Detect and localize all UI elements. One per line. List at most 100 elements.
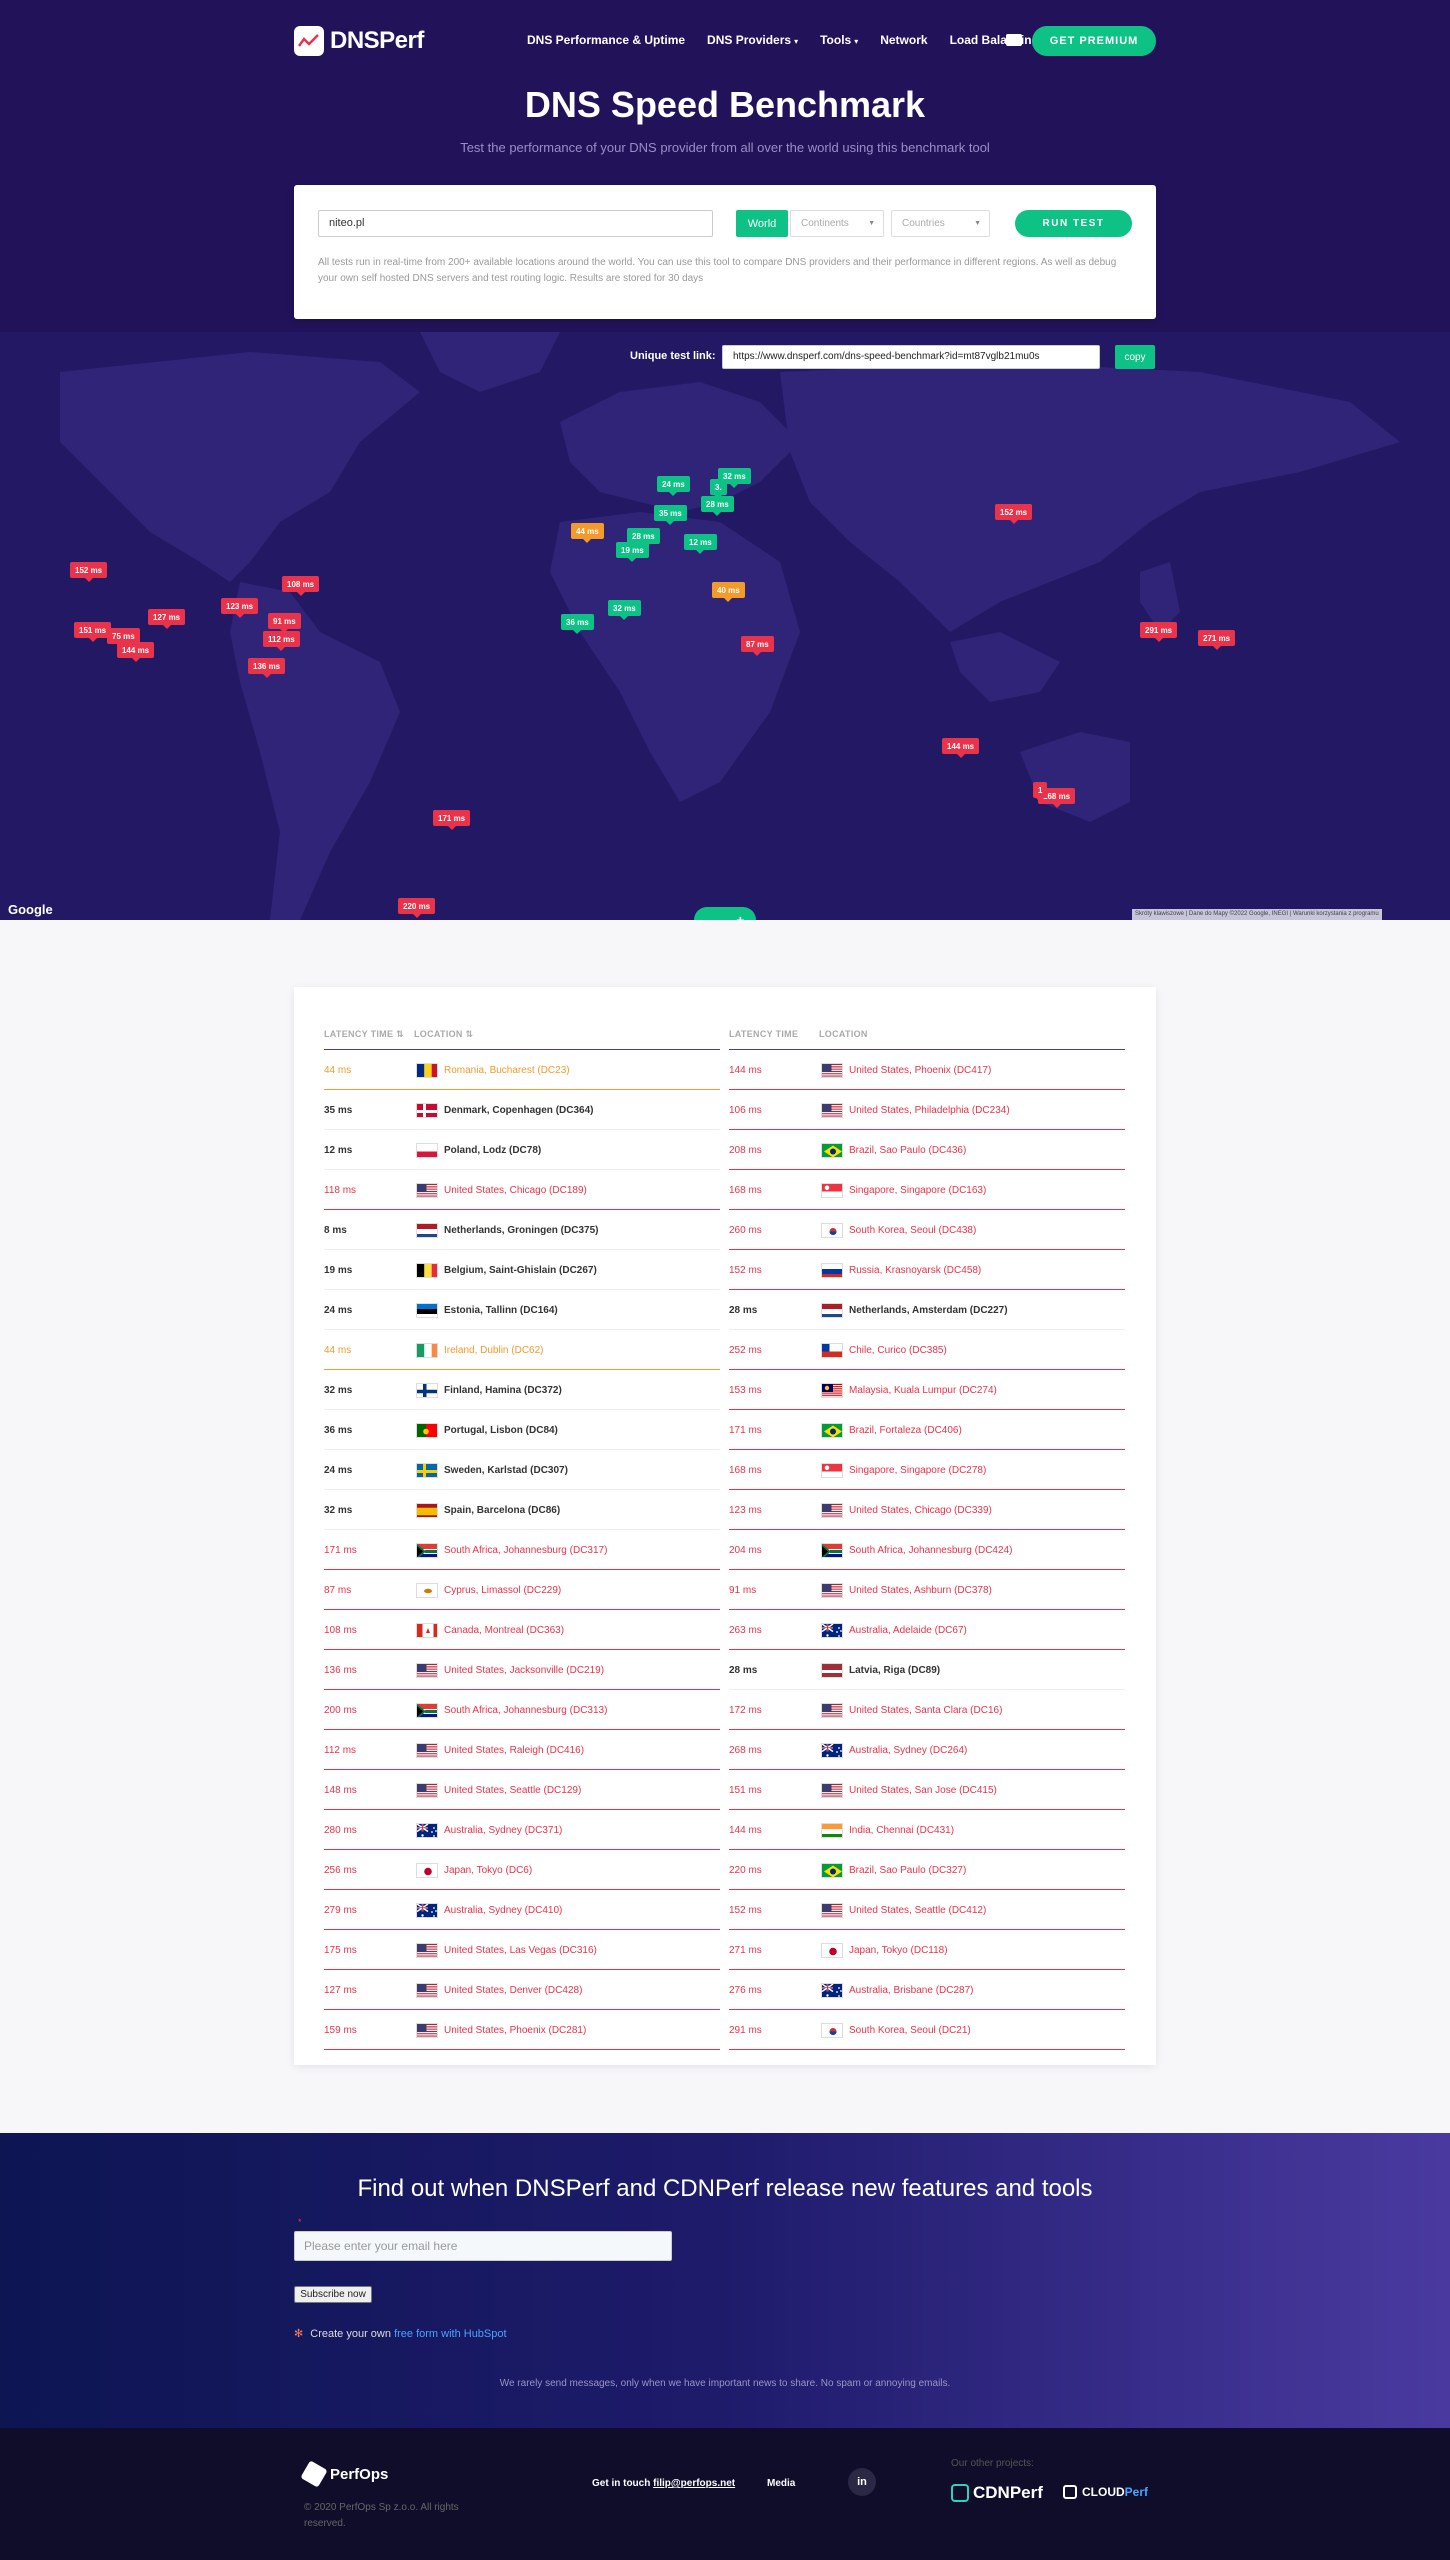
world-toggle[interactable]: World (736, 210, 788, 237)
media-link[interactable]: Media (767, 2478, 796, 2489)
map-marker[interactable]: 19 ms (616, 542, 649, 562)
map-marker[interactable]: 40 ms (712, 582, 745, 602)
top-nav: DNSPerf DNS Performance & Uptime DNS Prov… (294, 22, 1156, 62)
nav-item-label: Tools (820, 33, 852, 47)
table-row: 32 ms Spain, Barcelona (DC86) (324, 1490, 720, 1530)
map-marker[interactable]: 87 ms (741, 636, 774, 656)
header-location: LOCATION (819, 1029, 868, 1039)
continents-select[interactable]: Continents ▼ (790, 210, 884, 237)
location-cell: United States, Seattle (DC129) (444, 1785, 582, 1796)
copy-button[interactable]: copy (1115, 345, 1155, 369)
table-row: 24 ms Sweden, Karlstad (DC307) (324, 1450, 720, 1490)
map-marker[interactable]: 28 ms (701, 496, 734, 516)
map-marker[interactable]: 91 ms (268, 613, 301, 633)
latency-cell: 271 ms (729, 1945, 762, 1956)
location-cell: South Africa, Johannesburg (DC317) (444, 1545, 608, 1556)
table-row: 280 ms Australia, Sydney (DC371) (324, 1810, 720, 1850)
location-cell: United States, Philadelphia (DC234) (849, 1105, 1010, 1116)
latency-cell: 279 ms (324, 1905, 357, 1916)
other-projects-label: Our other projects: (951, 2458, 1034, 2469)
flag-us-icon (821, 1703, 843, 1718)
hubspot-link[interactable]: free form with HubSpot (394, 2328, 507, 2340)
location-cell: Estonia, Tallinn (DC164) (444, 1305, 558, 1316)
map-attribution[interactable]: Skróty klawiszowe | Dane do Mapy ©2022 G… (1132, 909, 1382, 920)
subscribe-title: Find out when DNSPerf and CDNPerf releas… (357, 2175, 1093, 2202)
table-row: 35 ms Denmark, Copenhagen (DC364) (324, 1090, 720, 1130)
map-marker[interactable]: 152 ms (995, 504, 1033, 524)
map-marker[interactable]: 271 ms (1198, 630, 1236, 650)
location-cell: Cyprus, Limassol (DC229) (444, 1585, 562, 1596)
run-test-button[interactable]: RUN TEST (1015, 210, 1132, 237)
flag-cy-icon (416, 1583, 438, 1598)
map-marker[interactable]: 44 ms (571, 523, 604, 543)
perfops-logo[interactable]: PerfOps (300, 2460, 388, 2488)
get-premium-button[interactable]: GET PREMIUM (1032, 26, 1156, 56)
mail-icon[interactable] (1006, 34, 1022, 46)
chevron-down-icon: ▾ (794, 37, 799, 46)
nav-item-4[interactable]: Load Balancing (950, 33, 1039, 47)
map-marker[interactable]: 36 ms (561, 614, 594, 634)
header-latency[interactable]: LATENCY TIME ⇅ (324, 1029, 404, 1039)
map-marker[interactable]: 144 ms (117, 642, 155, 662)
domain-input[interactable]: niteo.pl (318, 210, 713, 237)
map-marker[interactable]: 108 ms (282, 576, 320, 596)
required-mark: * (298, 2217, 302, 2227)
email-field[interactable]: Please enter your email here (294, 2231, 672, 2261)
latency-cell: 87 ms (324, 1585, 352, 1596)
map-marker[interactable]: 32 ms (608, 600, 641, 620)
nav-item-0[interactable]: DNS Performance & Uptime (527, 33, 685, 47)
map-marker[interactable]: 136 ms (248, 658, 286, 678)
map-marker[interactable]: 152 ms (70, 562, 108, 582)
latency-cell: 24 ms (324, 1465, 353, 1476)
zoom-in-button[interactable]: + (736, 912, 745, 920)
countries-select[interactable]: Countries ▼ (891, 210, 990, 237)
contact-email-link[interactable]: filip@perfops.net (653, 2478, 736, 2489)
nav-item-2[interactable]: Tools ▾ (820, 33, 858, 47)
nav-item-3[interactable]: Network (880, 33, 927, 47)
latency-cell: 276 ms (729, 1985, 762, 1996)
map-marker[interactable]: 12 ms (684, 534, 717, 554)
map-marker[interactable]: 35 ms (654, 505, 687, 525)
map-marker[interactable]: 1 (1033, 782, 1048, 802)
header-location[interactable]: LOCATION ⇅ (414, 1029, 474, 1039)
nav-item-1[interactable]: DNS Providers ▾ (707, 33, 798, 47)
latency-cell: 108 ms (324, 1625, 357, 1636)
map-marker[interactable]: 123 ms (221, 598, 259, 618)
unique-link-input[interactable]: https://www.dnsperf.com/dns-speed-benchm… (722, 345, 1100, 369)
flag-us-icon (416, 1743, 438, 1758)
map-marker[interactable]: 291 ms (1140, 622, 1178, 642)
map-marker[interactable]: 151 ms (74, 622, 112, 642)
map-marker[interactable]: 171 ms (433, 810, 471, 830)
latency-cell: 28 ms (729, 1305, 758, 1316)
table-row: 44 ms Ireland, Dublin (DC62) (324, 1330, 720, 1370)
benchmark-form: niteo.pl World Continents ▼ Countries ▼ … (294, 185, 1156, 319)
map-marker[interactable]: 127 ms (148, 609, 186, 629)
map-marker[interactable]: 220 ms (398, 898, 436, 918)
cdnperf-logo[interactable]: CDNPerf (951, 2483, 1043, 2503)
table-row: 32 ms Finland, Hamina (DC372) (324, 1370, 720, 1410)
latency-cell: 171 ms (729, 1425, 762, 1436)
table-row: 276 ms Australia, Brisbane (DC287) (729, 1970, 1125, 2010)
latency-cell: 172 ms (729, 1705, 762, 1716)
linkedin-icon[interactable]: in (848, 2468, 876, 2496)
cloudperf-prefix: CLOUD (1082, 2485, 1125, 2499)
flag-jp-icon (821, 1943, 843, 1958)
flag-us-icon (416, 2023, 438, 2038)
flag-pl-icon (416, 1143, 438, 1158)
flag-za-icon (416, 1543, 438, 1558)
map-marker[interactable]: 144 ms (942, 738, 980, 758)
table-row: 24 ms Estonia, Tallinn (DC164) (324, 1290, 720, 1330)
dnsperf-logo[interactable]: DNSPerf (294, 26, 424, 56)
cloudperf-logo[interactable]: CLOUD Perf (1063, 2485, 1148, 2499)
map-marker[interactable]: 112 ms (263, 631, 300, 651)
results-map[interactable]: 152 ms 108 ms 123 ms 127 ms 91 ms 112 ms 151 m… (0, 332, 1450, 920)
map-marker[interactable]: 168 ms (1038, 788, 1076, 808)
subscribe-button[interactable]: Subscribe now (294, 2286, 372, 2303)
page-title: DNS Speed Benchmark (524, 84, 926, 125)
location-cell: United States, Denver (DC428) (444, 1985, 583, 1996)
table-row: 151 ms United States, San Jose (DC415) (729, 1770, 1125, 1810)
zoom-out-button[interactable]: – (705, 912, 714, 920)
page-subtitle: Test the performance of your DNS provide… (460, 140, 990, 155)
map-marker[interactable]: 3. (710, 479, 727, 499)
map-marker[interactable]: 24 ms (657, 476, 690, 496)
